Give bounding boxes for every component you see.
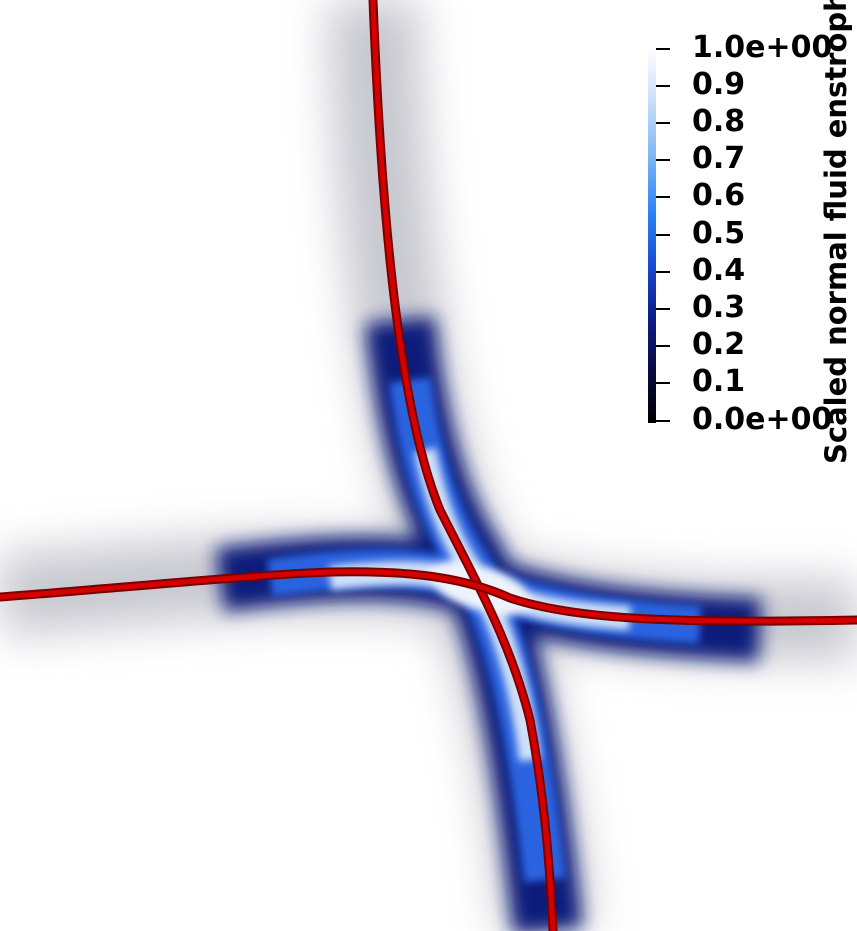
- colorbar-tick-label: 0.6: [692, 178, 746, 213]
- colorbar-tick: [656, 345, 670, 347]
- colorbar-tick-label: 0.8: [692, 104, 746, 139]
- colorbar-tick: [656, 159, 670, 161]
- colorbar-tick-label: 0.2: [692, 327, 746, 362]
- colorbar-tick: [656, 308, 670, 310]
- colorbar-tick: [656, 420, 670, 422]
- colorbar-tick: [656, 234, 670, 236]
- colorbar-tick: [656, 382, 670, 384]
- colorbar-tick-label: 1.0e+00: [692, 30, 833, 65]
- colorbar-tick-label: 0.3: [692, 290, 746, 325]
- colorbar-gradient: [648, 48, 656, 423]
- colorbar-tick: [656, 48, 670, 50]
- colorbar-tick: [656, 196, 670, 198]
- colorbar-tick-label: 0.0e+00: [692, 402, 833, 437]
- colorbar: [648, 48, 672, 423]
- colorbar-tick-label: 0.9: [692, 67, 746, 102]
- colorbar-tick: [656, 271, 670, 273]
- colorbar-tick: [656, 122, 670, 124]
- colorbar-tick: [656, 85, 670, 87]
- colorbar-title: Scaled normal fluid enstrophy: [819, 0, 853, 464]
- colorbar-tick-label: 0.5: [692, 216, 746, 251]
- colorbar-tick-label: 0.7: [692, 141, 746, 176]
- colorbar-tick-label: 0.1: [692, 364, 746, 399]
- colorbar-tick-label: 0.4: [692, 253, 746, 288]
